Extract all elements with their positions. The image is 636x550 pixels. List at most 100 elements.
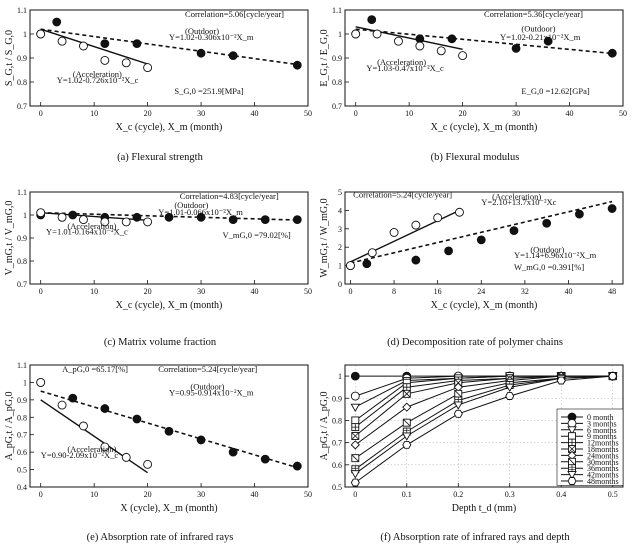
y-tick-label: 0.4 [17, 483, 27, 492]
data-point [228, 215, 238, 225]
series-line [355, 375, 613, 446]
annotation: (Outdoor) [174, 200, 208, 210]
annotation: (Acceleration) [492, 191, 541, 201]
x-tick-label: 10 [90, 109, 98, 118]
data-point [542, 218, 552, 228]
data-point [415, 41, 425, 51]
data-point [143, 217, 153, 227]
x-tick-label: 0 [348, 287, 352, 296]
data-point [444, 246, 453, 256]
data-point [505, 392, 515, 400]
data-point-slash [402, 418, 411, 427]
y-tick-label: 0.8 [17, 257, 27, 266]
data-point [476, 235, 486, 245]
x-tick-label: 0.1 [402, 490, 412, 499]
legend-label: 24months [587, 451, 619, 460]
legend-label: 42months [587, 471, 619, 480]
data-point [351, 416, 360, 425]
y-tick-label: 0.8 [17, 78, 27, 87]
x-tick-label: 20 [144, 287, 152, 296]
x-tick-label: 8 [392, 287, 396, 296]
legend-label: 6 months [587, 426, 617, 435]
series-line [355, 375, 613, 475]
data-point [121, 452, 131, 462]
data-point-slash [351, 454, 360, 462]
y-tick-label: 0.5 [17, 466, 27, 475]
panel-f: 0 0.1 0.2 0.3 0.4 0.5 0.5 0.6 0.7 0.8 0.9 1 Depth t_… [319, 364, 624, 543]
data-point [402, 389, 411, 398]
data-point [36, 29, 46, 39]
data-point [447, 34, 457, 44]
y-tick-label: 0.9 [332, 394, 342, 403]
panel-caption: (d) Decomposition rate of polymer chains [387, 337, 563, 348]
data-point [68, 210, 78, 220]
legend-label: 18months [587, 445, 619, 454]
x-axis-label: X (cycle), X_m (month) [120, 503, 217, 514]
data-point [79, 41, 88, 51]
panel-e: 0 10 20 30 40 50 0.4 0.5 0.6 0.7 0.8 0.9 1 1.1 X (cycl… [4, 361, 312, 543]
x-axis-label: X_c (cycle), X_m (month) [431, 122, 538, 133]
y-tick-label: 1 [23, 30, 27, 39]
data-point [350, 403, 361, 413]
x-tick-label: 0.3 [505, 490, 515, 499]
data-point [292, 215, 302, 225]
data-point [143, 63, 153, 73]
y-tick-label: 1.1 [332, 6, 342, 15]
data-point [350, 478, 360, 487]
legend-marker [568, 457, 576, 466]
panel-b: 0 10 20 30 40 50 0.7 0.8 0.9 1 1.1 X_c (cycle), X_m… [319, 6, 627, 163]
legend-marker [567, 418, 577, 428]
annotation: W_mG,0 =0.391[%] [514, 262, 584, 272]
data-point [433, 213, 443, 223]
legend-label: 0 month [587, 413, 613, 422]
data-point [79, 421, 88, 431]
legend-label: 36months [587, 464, 619, 473]
data-point [607, 48, 617, 58]
data-point [164, 426, 174, 436]
data-point [100, 404, 110, 413]
data-point [132, 414, 142, 424]
data-point [411, 255, 421, 265]
data-point [362, 259, 372, 269]
data-point-cross [403, 383, 411, 391]
legend-label: 9 months [587, 432, 617, 441]
fit-line-acceleration [355, 26, 463, 51]
annotation: Correlation=5.06[cycle/year] [185, 9, 284, 19]
y-tick-label: 4 [338, 206, 342, 215]
data-point [228, 447, 238, 457]
x-axis-label: X_c (cycle), X_m (month) [116, 300, 223, 311]
data-point [367, 248, 377, 258]
x-tick-label: 40 [251, 287, 259, 296]
x-tick-label: 50 [304, 490, 312, 499]
data-point [57, 212, 67, 222]
panel-caption: (c) Matrix volume fraction [104, 337, 217, 348]
legend-marker-cross [568, 439, 576, 447]
legend-marker [567, 477, 577, 485]
annotation: Y=1.02-0.726x10⁻²X_c [57, 75, 139, 85]
legend-label: 30months [587, 458, 619, 467]
data-point [68, 393, 78, 403]
annotation: (Outdoor) [185, 26, 219, 36]
annotation: Y=1.01-0.164x10⁻²X_c [46, 227, 128, 237]
data-point [556, 376, 566, 385]
data-point [436, 46, 446, 56]
data-point [143, 459, 153, 469]
annotation: Y=2.10+13.7x10⁻²Xc [481, 197, 556, 207]
y-tick-label: 0.7 [332, 439, 342, 448]
x-tick-label: 0.5 [608, 490, 618, 499]
legend-label: 48months [587, 477, 619, 486]
data-point [453, 409, 463, 418]
data-point [351, 29, 361, 39]
data-point [196, 435, 206, 445]
annotation: Y=1.14+6.96x10⁻²X_m [514, 250, 597, 260]
legend-marker [567, 471, 577, 480]
annotation: (Acceleration) [67, 221, 116, 231]
y-tick-label: 1 [338, 30, 342, 39]
x-tick-label: 40 [564, 287, 572, 296]
legend-marker-hatch [568, 464, 576, 472]
x-tick-label: 50 [304, 287, 312, 296]
x-tick-label: 0 [354, 109, 358, 118]
x-tick-label: 20 [459, 109, 467, 118]
legend-marker-slash [568, 458, 576, 466]
